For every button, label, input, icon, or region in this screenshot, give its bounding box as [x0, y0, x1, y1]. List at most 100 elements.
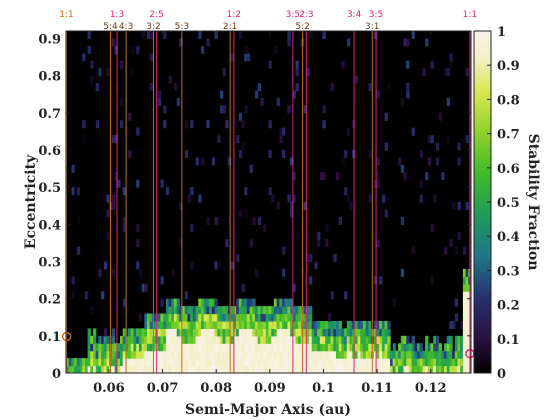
heatmap-cell — [219, 335, 224, 344]
heatmap-cell — [211, 306, 216, 315]
heatmap-cell — [198, 313, 202, 322]
heatmap-cell — [384, 350, 388, 359]
heatmap-cell — [282, 350, 286, 359]
heatmap-cell — [87, 45, 91, 54]
heatmap-cell — [122, 216, 126, 225]
heatmap-cell — [384, 335, 388, 344]
heatmap-cell — [114, 172, 118, 181]
heatmap-cell — [454, 335, 459, 344]
heatmap-cell — [217, 365, 221, 373]
heatmap-cell — [427, 135, 432, 144]
heatmap-cell — [157, 343, 162, 352]
heatmap-cell — [444, 246, 448, 255]
heatmap-cell — [165, 358, 170, 367]
heatmap-cell — [376, 320, 380, 329]
heatmap-cell — [276, 343, 280, 352]
heatmap-cell — [336, 320, 340, 329]
heatmap-cell — [165, 298, 170, 307]
heatmap-cell — [298, 343, 302, 352]
heatmap-cell — [252, 298, 256, 307]
heatmap-cell — [84, 291, 89, 300]
heatmap-cell — [249, 306, 253, 315]
heatmap-cell — [408, 358, 413, 367]
heatmap-cell — [387, 358, 391, 367]
heatmap-cell — [384, 365, 388, 373]
heatmap-cell — [406, 343, 410, 352]
heatmap-cell — [249, 350, 253, 359]
heatmap-cell — [327, 365, 332, 373]
heatmap-cell — [117, 179, 121, 188]
heatmap-cell — [427, 350, 432, 359]
heatmap-cell — [381, 358, 386, 367]
heatmap-cell — [179, 239, 183, 248]
heatmap-cell — [203, 320, 207, 329]
heatmap-cell — [244, 209, 248, 218]
heatmap-cell — [330, 291, 334, 300]
heatmap-cell — [144, 313, 148, 322]
heatmap-cell — [268, 328, 272, 337]
heatmap-cell — [290, 320, 294, 329]
heatmap-cell — [174, 83, 178, 92]
heatmap-cell — [238, 350, 243, 359]
heatmap-cell — [449, 53, 453, 62]
heatmap-cell — [138, 365, 143, 373]
heatmap-cell — [160, 358, 164, 367]
heatmap-cell — [238, 313, 243, 322]
heatmap-cell — [376, 358, 380, 367]
heatmap-cell — [244, 320, 248, 329]
heatmap-cell — [398, 358, 402, 367]
heatmap-cell — [322, 120, 326, 129]
heatmap-cell — [341, 328, 345, 337]
heatmap-cell — [84, 358, 89, 367]
heatmap-cell — [295, 335, 299, 344]
heatmap-cell — [387, 343, 391, 352]
heatmap-cell — [325, 335, 329, 344]
heatmap-cell — [168, 335, 172, 344]
heatmap-cell — [179, 313, 183, 322]
heatmap-cell — [163, 350, 167, 359]
resonance-label: 5:4 — [103, 22, 118, 32]
heatmap-cell — [130, 358, 135, 367]
heatmap-cell — [406, 60, 410, 69]
heatmap-cell — [165, 328, 170, 337]
heatmap-cell — [279, 306, 283, 315]
heatmap-cell — [163, 343, 167, 352]
heatmap-cell — [238, 343, 243, 352]
heatmap-cell — [219, 365, 224, 373]
heatmap-cell — [106, 209, 110, 218]
heatmap-cell — [111, 268, 116, 277]
heatmap-cell — [163, 335, 167, 344]
heatmap-cell — [303, 306, 307, 315]
heatmap-cell — [252, 343, 256, 352]
heatmap-cell — [93, 365, 97, 373]
heatmap-cell — [117, 83, 121, 92]
heatmap-cell — [357, 343, 361, 352]
heatmap-cell — [398, 350, 402, 359]
heatmap-cell — [354, 365, 359, 373]
heatmap-cell — [201, 365, 205, 373]
heatmap-cell — [111, 194, 116, 203]
heatmap-cell — [257, 83, 261, 92]
heatmap-cell — [363, 365, 367, 373]
x-tick-label: 0.08 — [200, 381, 232, 396]
heatmap-cell — [282, 335, 286, 344]
heatmap-cell — [214, 261, 218, 270]
heatmap-cell — [373, 31, 378, 40]
heatmap-cell — [238, 149, 243, 158]
heatmap-cell — [165, 365, 170, 373]
heatmap-cell — [457, 343, 461, 352]
heatmap-cell — [349, 328, 353, 337]
heatmap-cell — [433, 194, 437, 203]
heatmap-cell — [265, 343, 270, 352]
heatmap-cell — [325, 328, 329, 337]
heatmap-cell — [346, 335, 351, 344]
heatmap-cell — [128, 112, 132, 121]
heatmap-cell — [68, 358, 72, 367]
heatmap-cell — [438, 358, 442, 367]
heatmap-cell — [203, 313, 207, 322]
heatmap-cell — [365, 358, 369, 367]
heatmap-cell — [214, 328, 218, 337]
heatmap-cell — [225, 120, 229, 129]
heatmap-cell — [249, 358, 253, 367]
heatmap-cell — [317, 320, 321, 329]
